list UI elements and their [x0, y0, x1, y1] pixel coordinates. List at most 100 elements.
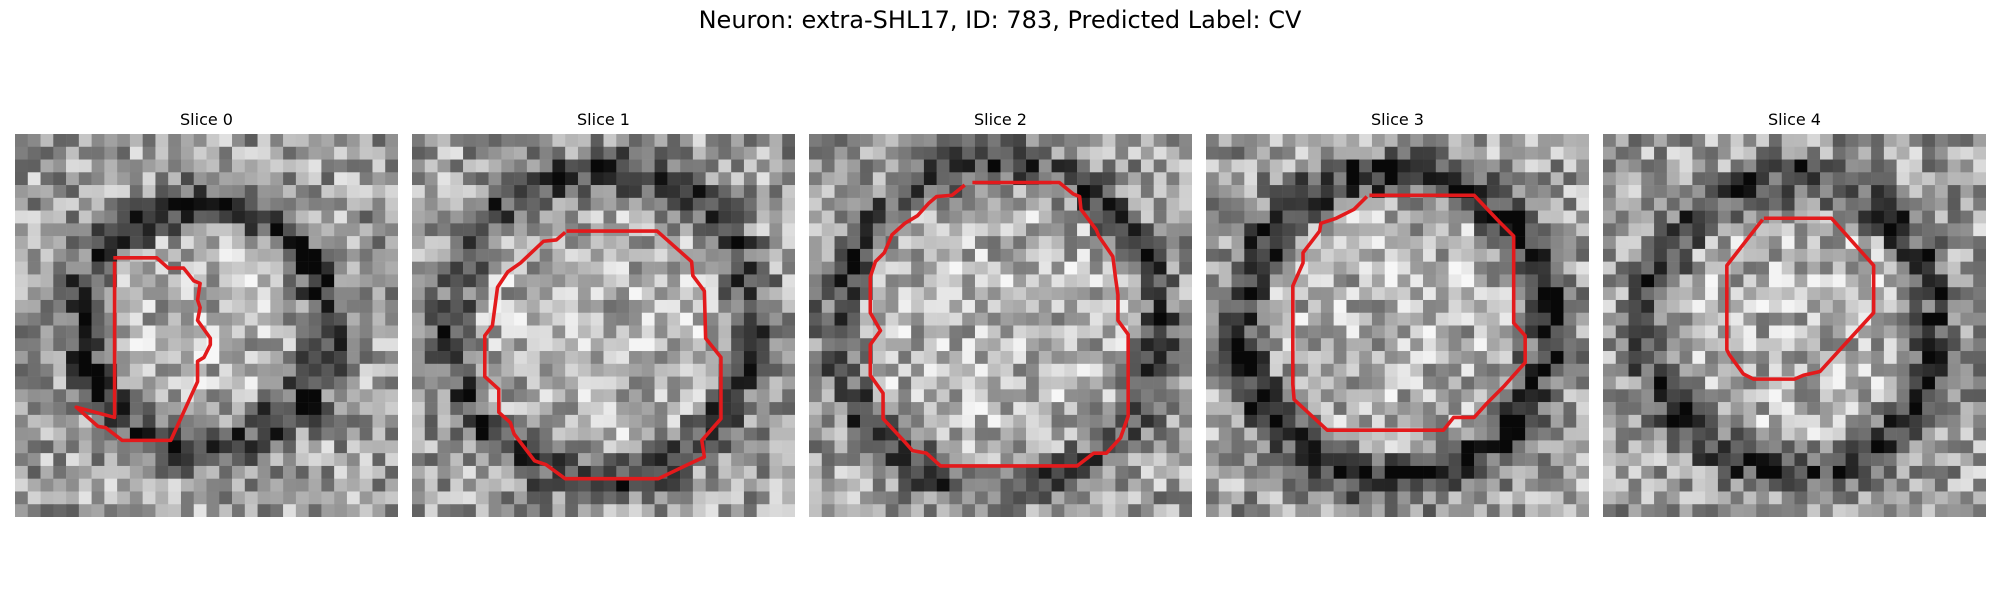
pixel — [1333, 491, 1347, 505]
pixel — [1499, 491, 1513, 505]
pixel — [1423, 172, 1437, 186]
pixel — [1346, 414, 1360, 428]
pixel — [1000, 376, 1014, 390]
pixel — [1512, 325, 1526, 339]
pixel — [577, 146, 591, 160]
pixel — [1486, 338, 1500, 352]
pixel — [412, 402, 426, 416]
pixel — [1960, 351, 1974, 365]
pixel — [1140, 402, 1154, 416]
pixel — [1947, 312, 1961, 326]
pixel — [1909, 440, 1923, 454]
pixel — [705, 274, 719, 288]
pixel — [1794, 159, 1808, 173]
pixel — [1628, 236, 1642, 250]
pixel — [705, 236, 719, 250]
pixel — [667, 338, 681, 352]
pixel — [1179, 274, 1192, 288]
pixel — [1295, 159, 1309, 173]
pixel — [782, 465, 795, 479]
pixel — [769, 504, 783, 517]
pixel — [180, 159, 194, 173]
pixel — [1295, 389, 1309, 403]
pixel — [219, 414, 233, 428]
pixel — [308, 491, 322, 505]
pixel — [911, 274, 925, 288]
pixel — [1832, 376, 1846, 390]
pixel — [1666, 312, 1680, 326]
pixel — [1743, 338, 1757, 352]
pixel — [616, 261, 630, 275]
pixel — [463, 159, 477, 173]
pixel — [1038, 440, 1052, 454]
pixel — [769, 210, 783, 224]
pixel — [463, 402, 477, 416]
pixel — [743, 312, 757, 326]
pixel — [1730, 427, 1744, 441]
pixel — [1102, 146, 1116, 160]
pixel — [577, 376, 591, 390]
pixel — [488, 453, 502, 467]
pixel — [78, 146, 92, 160]
pixel — [1218, 427, 1232, 441]
pixel — [1794, 197, 1808, 211]
pixel — [705, 491, 719, 505]
pixel — [1794, 248, 1808, 262]
pixel — [1064, 236, 1078, 250]
pixel — [155, 478, 169, 492]
pixel — [1603, 504, 1617, 517]
pixel — [1435, 312, 1449, 326]
pixel — [1102, 274, 1116, 288]
pixel — [104, 453, 118, 467]
pixel — [1537, 312, 1551, 326]
slice-title: Slice 0 — [180, 110, 233, 129]
pixel — [1244, 376, 1258, 390]
pixel — [603, 299, 617, 313]
pixel — [1179, 402, 1192, 416]
pixel — [898, 465, 912, 479]
pixel — [257, 325, 271, 339]
pixel — [1973, 274, 1986, 288]
pixel — [974, 376, 988, 390]
pixel — [1537, 453, 1551, 467]
pixel — [1692, 287, 1706, 301]
pixel — [680, 478, 694, 492]
pixel — [1858, 210, 1872, 224]
pixel — [1794, 453, 1808, 467]
pixel — [1960, 389, 1974, 403]
pixel — [1102, 504, 1116, 517]
pixel — [1666, 465, 1680, 479]
pixel — [1257, 287, 1271, 301]
pixel — [1397, 338, 1411, 352]
pixel — [629, 504, 643, 517]
pixel — [1768, 287, 1782, 301]
pixel — [1128, 389, 1142, 403]
pixel — [424, 312, 438, 326]
pixel — [1435, 389, 1449, 403]
pixel — [962, 299, 976, 313]
pixel — [1756, 248, 1770, 262]
pixel — [129, 414, 143, 428]
pixel — [1231, 146, 1245, 160]
pixel — [1397, 414, 1411, 428]
pixel — [257, 197, 271, 211]
pixel — [911, 146, 925, 160]
pixel — [1537, 248, 1551, 262]
pixel — [860, 210, 874, 224]
pixel — [514, 389, 528, 403]
pixel — [321, 491, 335, 505]
pixel — [565, 491, 579, 505]
pixel — [514, 159, 528, 173]
pixel — [1244, 389, 1258, 403]
pixel — [1692, 274, 1706, 288]
pixel — [1525, 274, 1539, 288]
pixel — [257, 338, 271, 352]
pixel — [244, 465, 258, 479]
pixel — [501, 491, 515, 505]
pixel — [1013, 248, 1027, 262]
pixel — [488, 465, 502, 479]
pixel — [129, 491, 143, 505]
pixel — [539, 274, 553, 288]
pixel — [1807, 504, 1821, 517]
pixel — [847, 274, 861, 288]
